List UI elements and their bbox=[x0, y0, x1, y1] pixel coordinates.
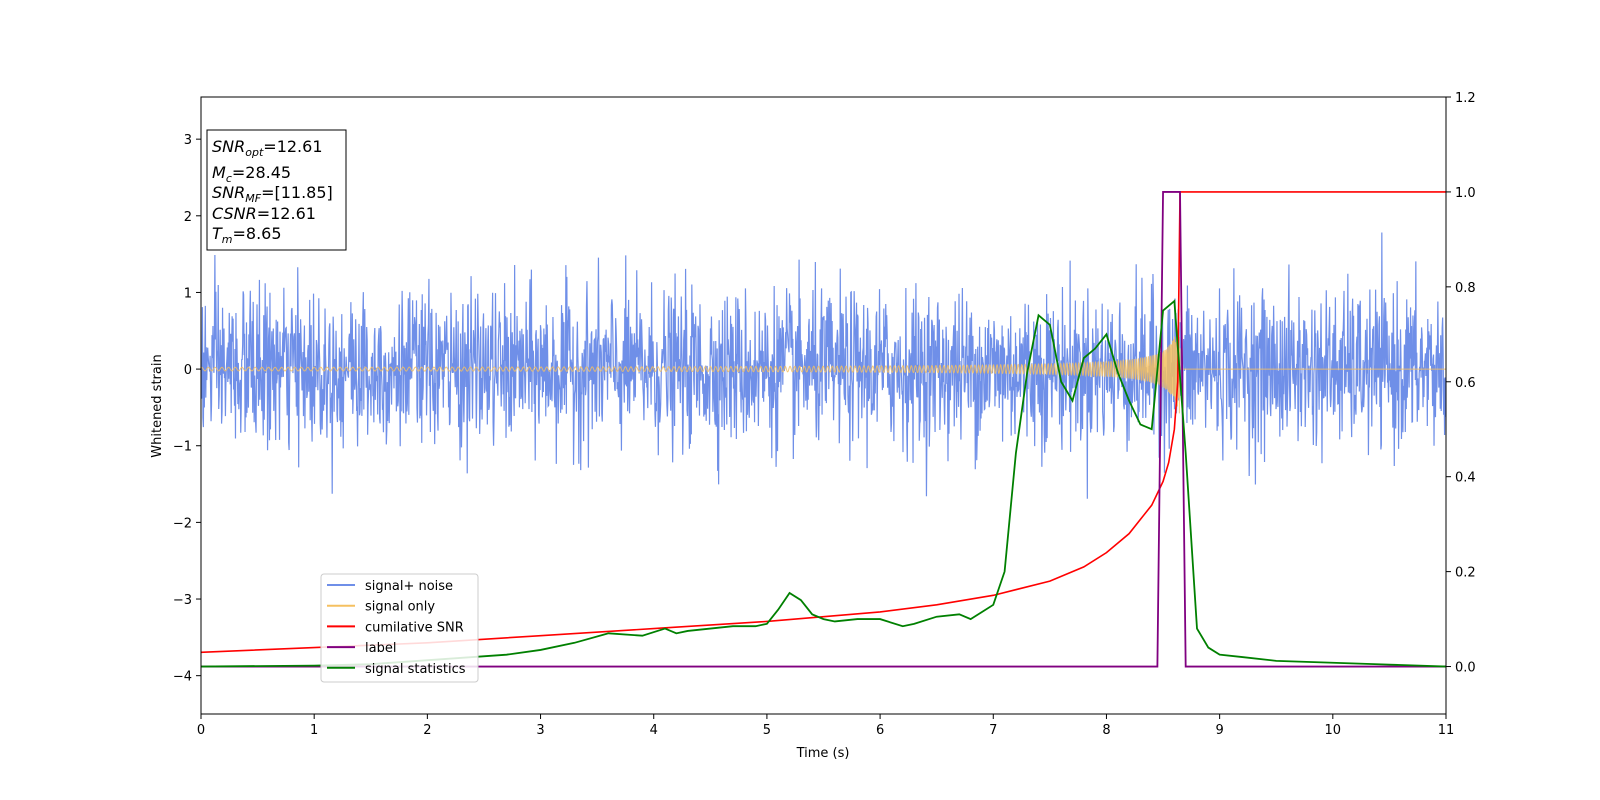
x-tick-label: 7 bbox=[989, 723, 997, 738]
y-tick-label: −4 bbox=[173, 670, 192, 685]
stats-annotation: SNRopt=12.61 Mc=28.45 SNRMF=[11.85] CSNR… bbox=[206, 129, 347, 251]
y2-tick-label: 0.0 bbox=[1455, 661, 1476, 676]
x-tick-label: 0 bbox=[197, 723, 205, 738]
plot-area bbox=[201, 191, 1446, 668]
annotation-snr-mf: SNRMF=[11.85] bbox=[212, 183, 333, 205]
y2-axis-ticks: 1.2 1.0 0.8 0.6 0.4 0.2 0.0 bbox=[1446, 91, 1476, 676]
x-tick-label: 11 bbox=[1438, 723, 1455, 738]
y2-tick-label: 0.4 bbox=[1455, 471, 1476, 486]
series-cumulative-snr bbox=[201, 191, 1446, 654]
y-axis-label: Whitened strain bbox=[150, 354, 165, 457]
y2-tick-label: 1.2 bbox=[1455, 91, 1476, 106]
series-label bbox=[201, 191, 1446, 668]
annotation-csnr: CSNR=12.61 bbox=[212, 204, 316, 223]
x-tick-label: 3 bbox=[536, 723, 544, 738]
x-tick-label: 2 bbox=[423, 723, 431, 738]
y-tick-label: −1 bbox=[173, 440, 192, 455]
legend-label: signal+ noise bbox=[365, 579, 453, 594]
x-axis-label: Time (s) bbox=[796, 746, 850, 761]
y2-tick-label: 0.2 bbox=[1455, 566, 1476, 581]
x-tick-label: 6 bbox=[876, 723, 884, 738]
legend-label: label bbox=[365, 641, 396, 656]
x-tick-label: 9 bbox=[1215, 723, 1223, 738]
x-axis-ticks: 0 1 2 3 4 5 6 7 8 9 10 11 bbox=[197, 714, 1454, 738]
y2-tick-label: 0.8 bbox=[1455, 281, 1476, 296]
y2-tick-label: 0.6 bbox=[1455, 376, 1476, 391]
x-tick-label: 8 bbox=[1102, 723, 1110, 738]
y-tick-label: 1 bbox=[184, 286, 192, 301]
y-tick-label: −3 bbox=[173, 593, 192, 608]
annotation-mc: Mc=28.45 bbox=[212, 163, 291, 185]
series-signal-noise bbox=[201, 232, 1446, 499]
legend-label: cumilative SNR bbox=[365, 620, 464, 635]
y-tick-label: 0 bbox=[184, 363, 192, 378]
x-tick-label: 10 bbox=[1325, 723, 1342, 738]
annotation-tm: Tm=8.65 bbox=[212, 224, 282, 246]
annotation-snr-opt: SNRopt=12.61 bbox=[212, 137, 323, 159]
legend: signal+ noise signal only cumilative SNR la… bbox=[320, 573, 479, 683]
x-tick-label: 1 bbox=[310, 723, 318, 738]
y2-tick-label: 1.0 bbox=[1455, 186, 1476, 201]
axes-frame bbox=[200, 96, 1447, 715]
legend-label: signal statistics bbox=[365, 662, 466, 677]
y-tick-label: −2 bbox=[173, 516, 192, 531]
x-tick-label: 4 bbox=[650, 723, 658, 738]
x-tick-label: 5 bbox=[763, 723, 771, 738]
series-signal-statistics bbox=[201, 299, 1446, 668]
y-tick-label: 2 bbox=[184, 210, 192, 225]
y-axis-ticks: 3 2 1 0 −1 −2 −3 −4 bbox=[173, 133, 201, 685]
series-signal-only bbox=[201, 321, 1446, 414]
legend-label: signal only bbox=[365, 600, 435, 615]
y-tick-label: 3 bbox=[184, 133, 192, 148]
